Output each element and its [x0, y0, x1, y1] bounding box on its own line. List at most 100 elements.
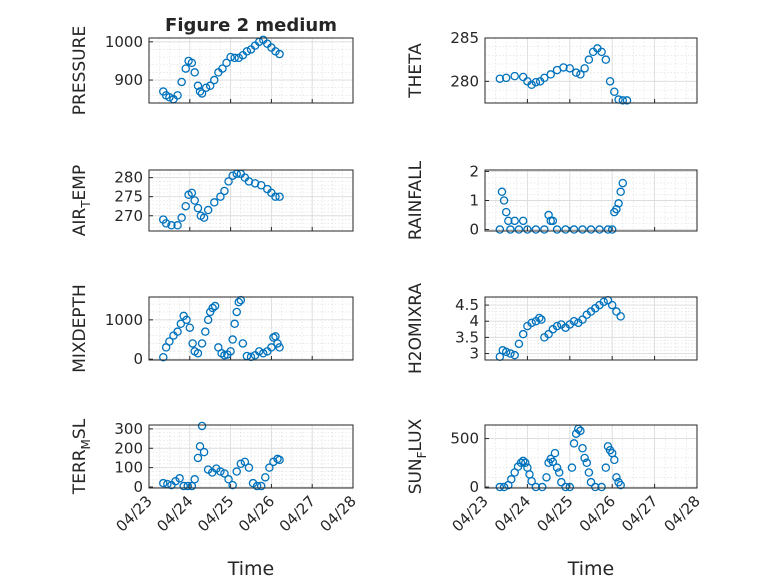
data-point — [582, 458, 592, 468]
data-point — [612, 473, 621, 482]
data-point — [510, 350, 519, 360]
data-point — [261, 473, 270, 482]
x-tick-label: 04/23 — [449, 492, 492, 535]
data-point — [182, 315, 191, 325]
data-point — [258, 349, 268, 358]
y-axis-label: PRESSURE — [70, 26, 90, 115]
data-point — [203, 315, 213, 325]
data-point — [271, 192, 280, 201]
data-point — [510, 71, 519, 81]
data-point — [208, 303, 217, 313]
data-point — [177, 77, 186, 87]
data-point — [497, 187, 507, 197]
data-point — [527, 80, 536, 90]
data-point — [506, 349, 515, 358]
data-point — [616, 480, 625, 490]
data-point — [181, 201, 190, 211]
data-point — [205, 81, 215, 91]
data-point — [597, 482, 606, 492]
data-point — [240, 457, 250, 467]
y-tick-label: 3 — [469, 345, 479, 363]
data-point — [554, 468, 564, 477]
data-point — [495, 482, 505, 492]
data-point — [495, 74, 505, 83]
y-axis-label-subscript: M — [79, 439, 93, 449]
data-point — [569, 316, 579, 326]
data-point — [193, 81, 203, 91]
data-point — [197, 421, 207, 431]
data-point — [548, 457, 558, 467]
data-point — [616, 312, 625, 321]
data-point — [527, 318, 536, 328]
data-point — [578, 444, 587, 453]
y-axis-label: AIRTEMP — [70, 165, 93, 236]
data-point — [518, 72, 528, 82]
data-point — [584, 55, 594, 64]
data-point — [531, 77, 541, 87]
data-point — [622, 96, 632, 105]
data-point — [232, 467, 241, 476]
x-tick-label: 04/28 — [661, 492, 704, 535]
data-point — [527, 476, 536, 486]
data-point — [599, 297, 608, 307]
y-axis-label-tail: SL — [70, 418, 90, 439]
data-point — [578, 315, 587, 324]
x-tick-label: 04/27 — [276, 492, 319, 535]
y-tick-label: 900 — [114, 71, 143, 89]
data-point — [254, 347, 264, 356]
data-point — [552, 321, 562, 331]
data-point — [607, 300, 617, 310]
y-axis-label-main: TERR — [70, 449, 90, 495]
subplot-8: 0 500 04/23 04/24 04/25 04/26 04/27 04/28 SUNFLU… — [406, 418, 704, 580]
data-point — [220, 186, 229, 196]
y-axis-label-tail: LUX — [406, 418, 426, 451]
data-point — [507, 475, 516, 484]
data-point — [544, 329, 553, 339]
y-tick-label: 280 — [114, 169, 143, 187]
data-point — [199, 213, 209, 222]
data-point — [228, 335, 237, 344]
data-point — [569, 225, 579, 234]
data-point — [267, 343, 276, 352]
data-point — [201, 327, 210, 336]
data-point — [559, 63, 568, 72]
data-point — [275, 192, 284, 201]
x-tick-label: 04/25 — [194, 492, 237, 535]
axes-box — [484, 37, 698, 104]
data-point — [228, 171, 237, 180]
y-tick-label: 0 — [469, 478, 479, 496]
y-tick-label: 0 — [133, 478, 143, 496]
data-point — [244, 463, 254, 472]
data-point — [228, 480, 237, 490]
data-point — [188, 339, 197, 348]
data-point — [537, 482, 547, 492]
data-point — [501, 73, 511, 83]
data-point — [187, 58, 197, 68]
data-point — [183, 481, 193, 491]
y-axis-label: SUNFLUX — [406, 418, 429, 494]
y-tick-label: 1000 — [105, 33, 143, 51]
data-point — [187, 481, 197, 491]
data-point — [256, 481, 266, 491]
data-point — [565, 64, 575, 73]
data-point — [216, 192, 225, 201]
data-point — [230, 53, 239, 63]
y-tick-label: 3.5 — [455, 328, 479, 346]
y-axis-label: RAINFALL — [406, 160, 426, 240]
axes-box — [148, 169, 354, 232]
data-point — [187, 188, 197, 198]
data-point — [506, 225, 515, 234]
data-point — [542, 473, 551, 482]
data-point — [567, 463, 577, 472]
x-tick-label: 04/23 — [113, 492, 156, 535]
axes-box — [148, 424, 354, 489]
data-point — [197, 89, 207, 98]
data-point — [159, 478, 168, 488]
data-point — [586, 225, 596, 234]
x-axis-label: Time — [227, 558, 275, 580]
data-point — [203, 205, 213, 215]
data-point — [222, 58, 231, 68]
data-point — [165, 93, 174, 102]
